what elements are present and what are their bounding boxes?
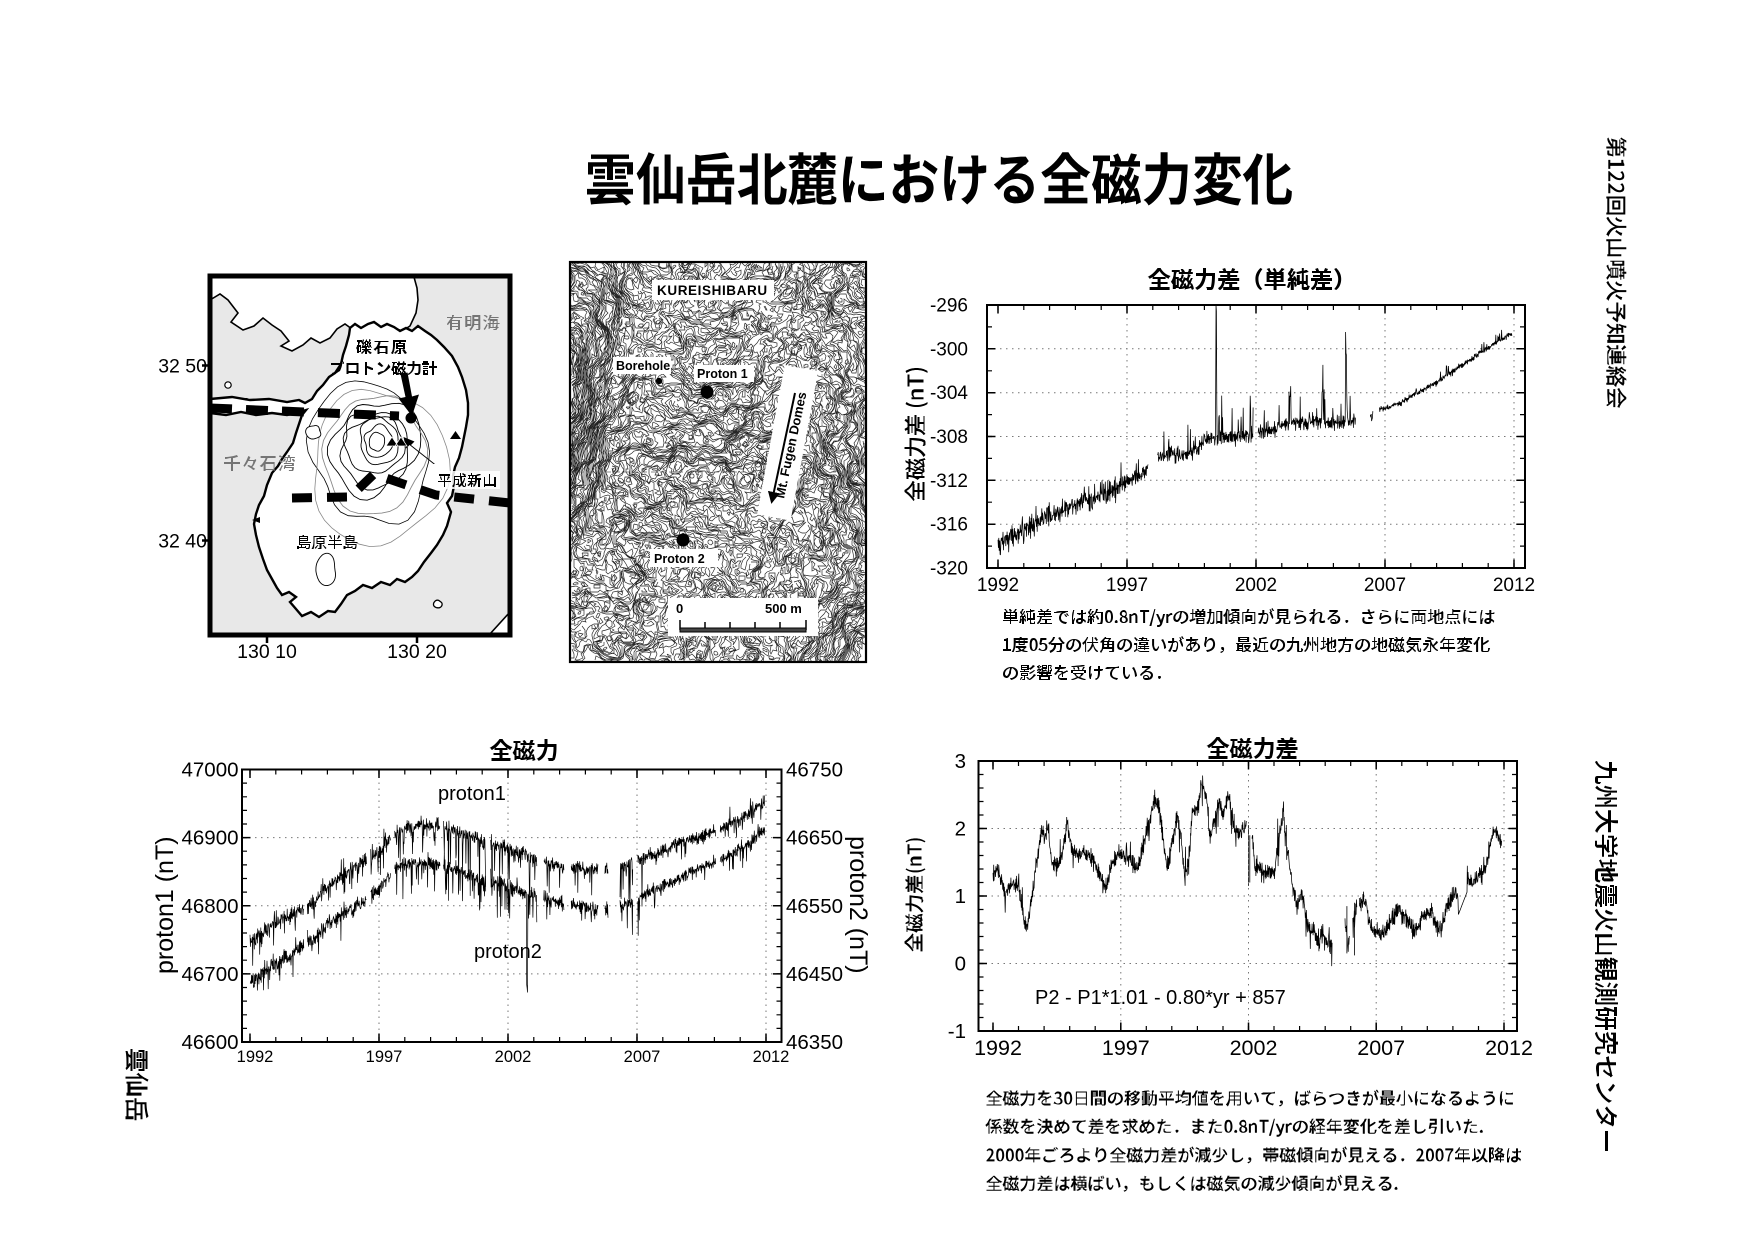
- svg-text:2007: 2007: [1364, 575, 1406, 596]
- svg-text:2012: 2012: [1485, 1036, 1533, 1060]
- svg-text:46800: 46800: [181, 895, 238, 918]
- svg-text:2002: 2002: [1235, 575, 1277, 596]
- svg-text:130 10: 130 10: [237, 641, 297, 663]
- svg-text:-304: -304: [930, 383, 968, 404]
- svg-text:-312: -312: [930, 471, 968, 492]
- svg-text:46550: 46550: [786, 895, 843, 918]
- svg-text:-1: -1: [948, 1020, 966, 1043]
- svg-text:-308: -308: [930, 427, 968, 448]
- svg-text:46900: 46900: [181, 827, 238, 850]
- svg-text:1: 1: [955, 885, 966, 908]
- svg-text:32 40: 32 40: [158, 531, 207, 553]
- svg-text:3: 3: [955, 750, 966, 773]
- svg-text:1997: 1997: [1106, 575, 1148, 596]
- svg-text:-316: -316: [930, 515, 968, 536]
- svg-text:proton1 (nT): proton1 (nT): [151, 836, 179, 974]
- svg-text:0: 0: [955, 953, 966, 976]
- svg-text:1992: 1992: [977, 575, 1019, 596]
- svg-text:46450: 46450: [786, 963, 843, 986]
- svg-text:500 m: 500 m: [765, 601, 802, 616]
- svg-text:2: 2: [955, 818, 966, 841]
- svg-text:46750: 46750: [786, 759, 843, 782]
- svg-text:1997: 1997: [366, 1048, 403, 1066]
- svg-text:2012: 2012: [753, 1048, 790, 1066]
- svg-text:2007: 2007: [624, 1048, 661, 1066]
- svg-text:32 50: 32 50: [158, 356, 207, 378]
- svg-text:Borehole: Borehole: [616, 359, 670, 373]
- svg-text:46650: 46650: [786, 827, 843, 850]
- svg-text:2002: 2002: [1230, 1036, 1278, 1060]
- svg-text:1992: 1992: [974, 1036, 1022, 1060]
- svg-text:46600: 46600: [181, 1031, 238, 1054]
- svg-text:2007: 2007: [1357, 1036, 1405, 1060]
- svg-text:2012: 2012: [1493, 575, 1535, 596]
- svg-text:-296: -296: [930, 296, 968, 317]
- svg-text:proton2: proton2: [474, 941, 542, 963]
- svg-text:46350: 46350: [786, 1031, 843, 1054]
- svg-text:proton2 (nT): proton2 (nT): [844, 836, 872, 974]
- svg-text:1997: 1997: [1102, 1036, 1150, 1060]
- svg-text:47000: 47000: [181, 759, 238, 782]
- svg-text:130 20: 130 20: [387, 641, 447, 663]
- svg-text:Proton 1: Proton 1: [697, 367, 748, 381]
- svg-text:2002: 2002: [495, 1048, 532, 1066]
- svg-text:Proton 2: Proton 2: [654, 552, 705, 566]
- svg-text:KUREISHIBARU: KUREISHIBARU: [657, 283, 768, 298]
- svg-text:proton1: proton1: [438, 783, 506, 805]
- svg-text:1992: 1992: [237, 1048, 274, 1066]
- svg-text:46700: 46700: [181, 963, 238, 986]
- svg-text:P2 - P1*1.01 - 0.80*yr + 857: P2 - P1*1.01 - 0.80*yr + 857: [1035, 987, 1286, 1009]
- svg-text:0: 0: [676, 601, 683, 616]
- svg-text:-320: -320: [930, 559, 968, 580]
- svg-text:-300: -300: [930, 339, 968, 360]
